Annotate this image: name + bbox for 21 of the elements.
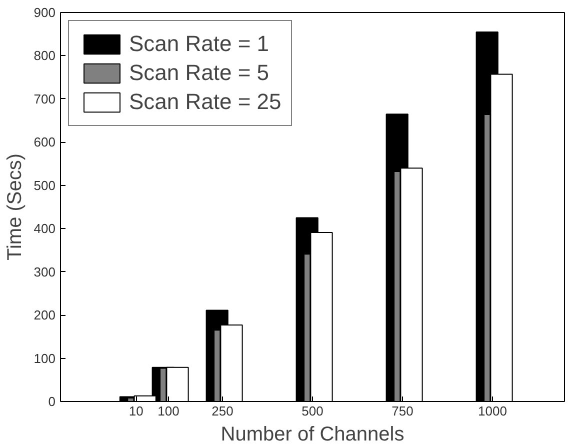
x-axis-title: Number of Channels — [220, 424, 404, 446]
x-tick-label: 750 — [392, 404, 414, 418]
y-tick-label: 300 — [34, 264, 56, 280]
y-tick-label: 400 — [34, 221, 56, 236]
y-tick-label: 900 — [34, 5, 56, 20]
y-tick-label: 700 — [34, 91, 56, 106]
y-tick-label: 0 — [48, 394, 56, 409]
y-tick-label: 500 — [34, 178, 56, 193]
legend-label: Scan Rate = 1 — [129, 31, 270, 57]
y-tick-label: 600 — [34, 134, 56, 150]
y-tick-label: 100 — [34, 350, 56, 366]
y-tick-label: 800 — [34, 48, 56, 64]
x-tick-label: 500 — [302, 404, 324, 418]
x-tick-label: 1000 — [478, 404, 507, 418]
y-axis-title: Time (Secs) — [4, 153, 26, 261]
x-tick-label: 100 — [158, 404, 180, 418]
x-tick-label: 10 — [128, 404, 144, 418]
legend-label: Scan Rate = 5 — [129, 60, 270, 86]
legend-label: Scan Rate = 25 — [129, 89, 282, 115]
x-tick-label: 250 — [212, 404, 234, 418]
y-tick-label: 200 — [34, 308, 56, 323]
